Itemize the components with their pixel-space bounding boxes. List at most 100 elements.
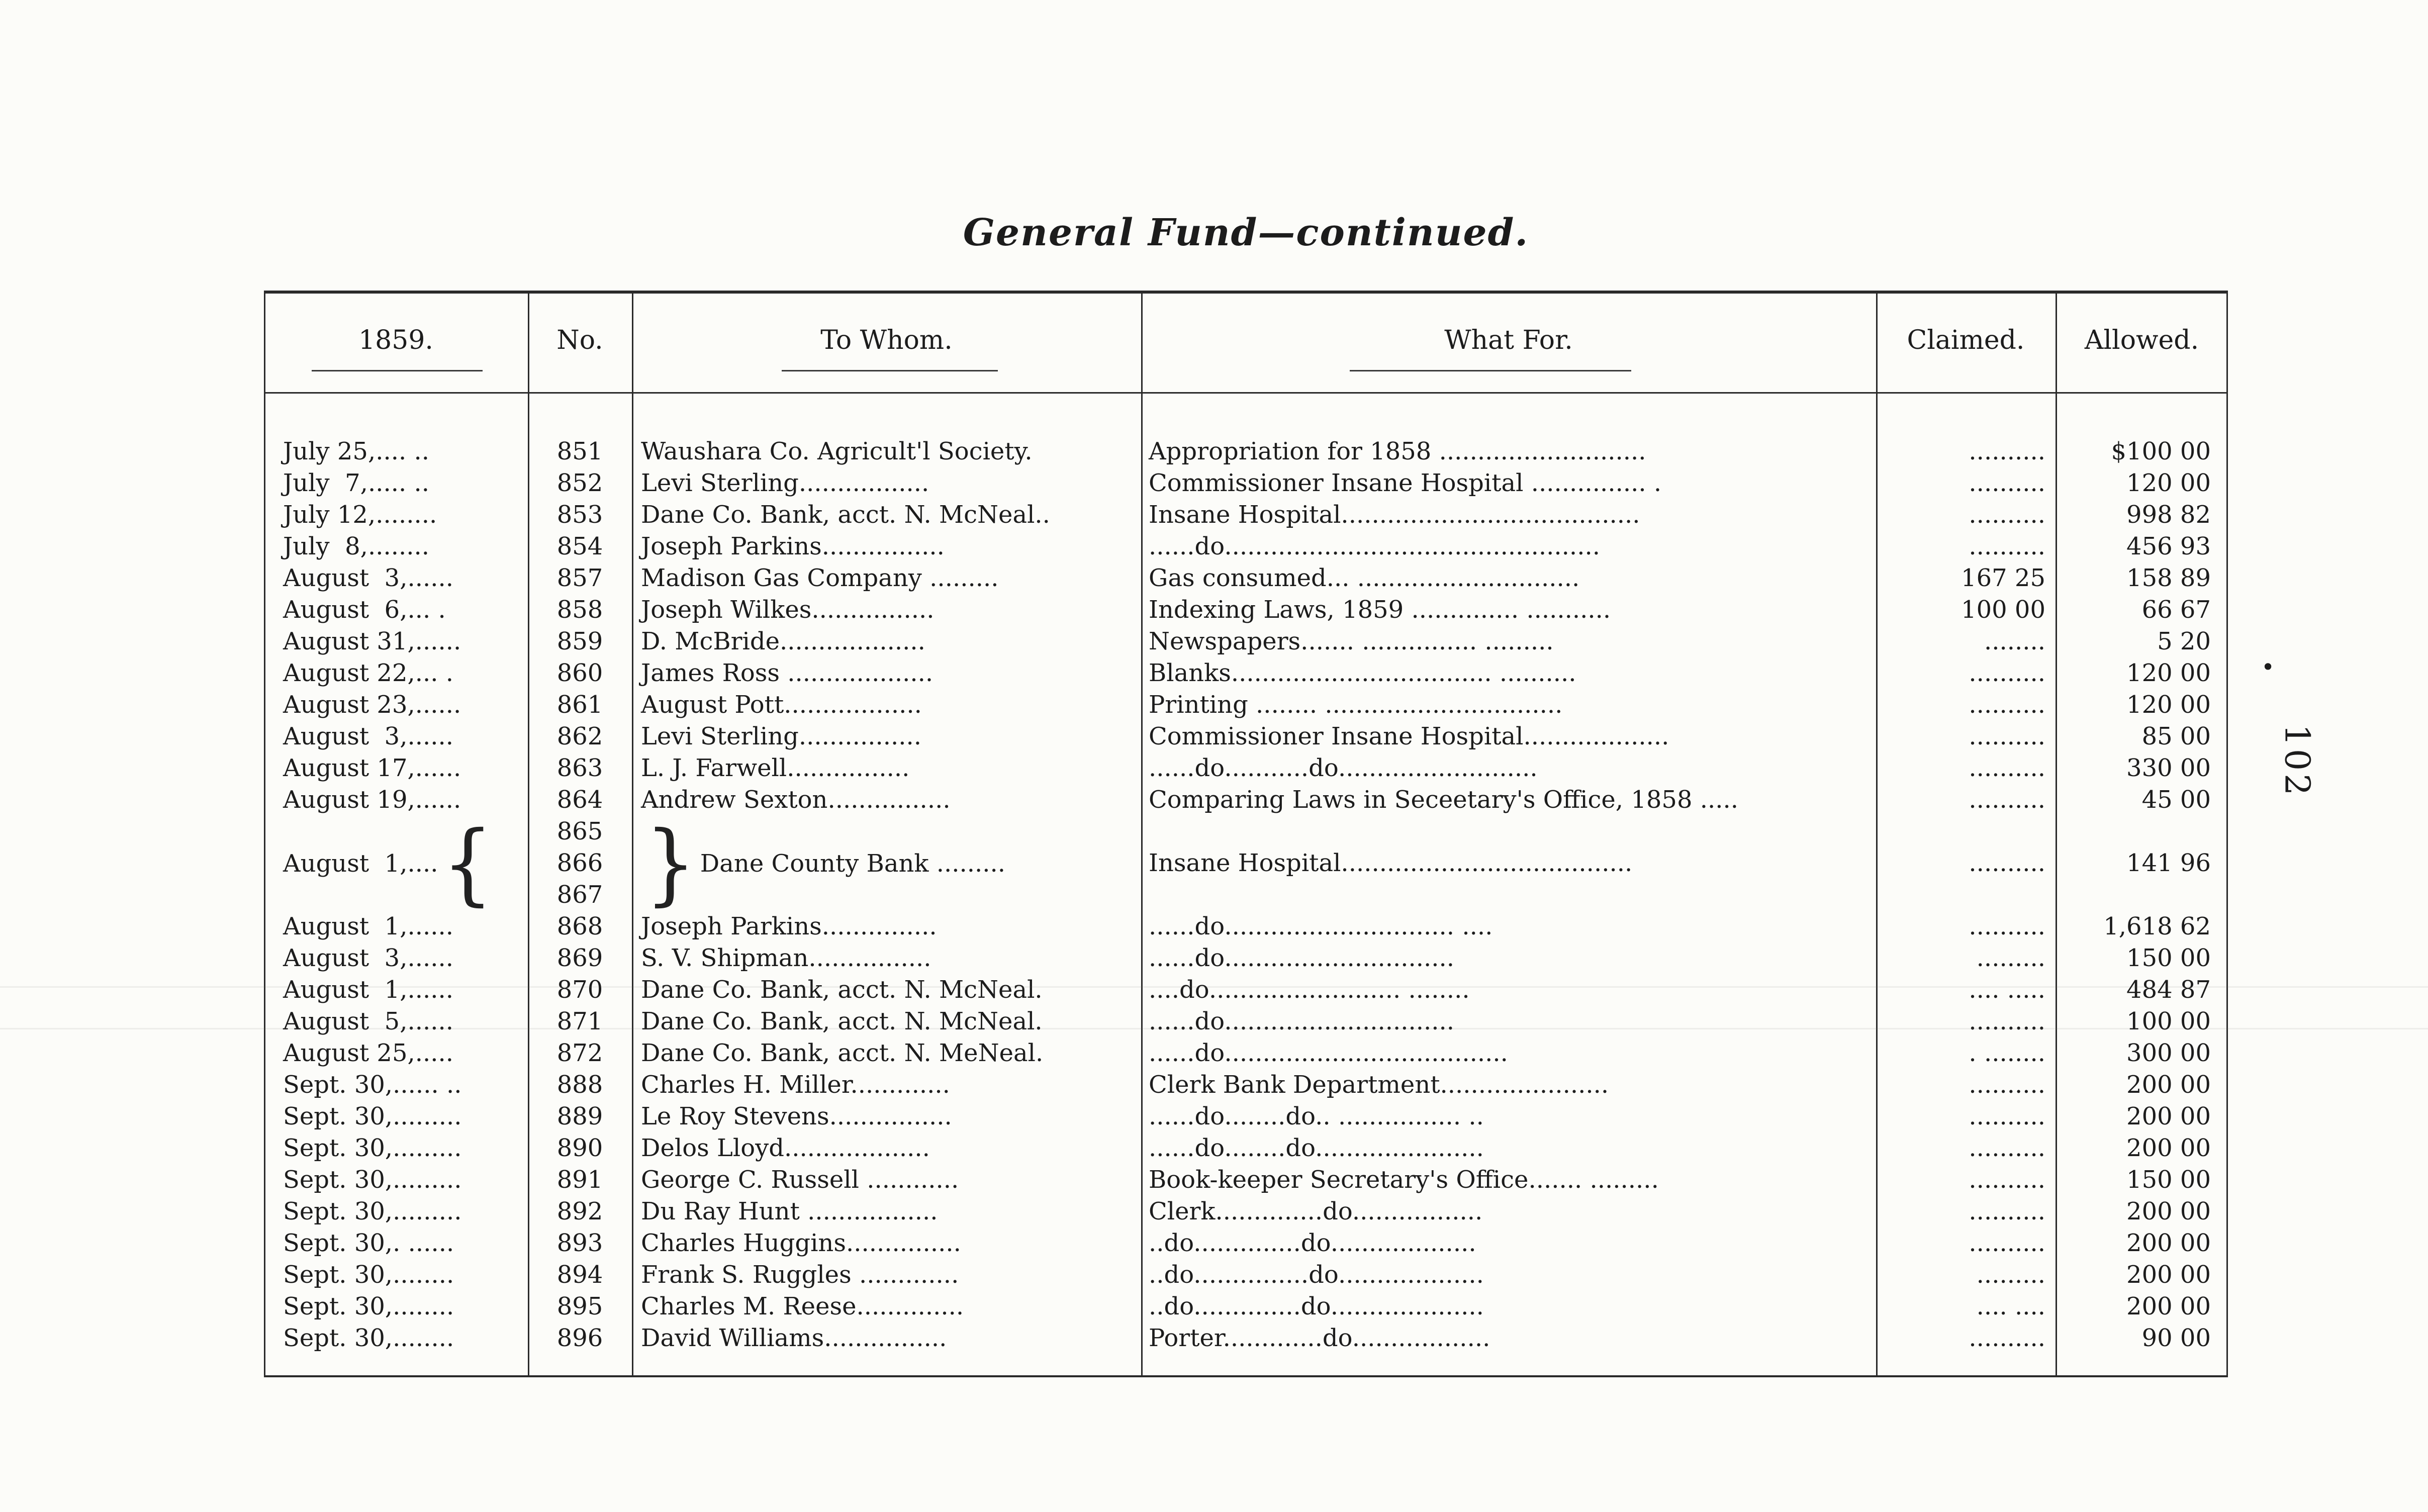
date-cell: August 1,...... [283, 912, 453, 940]
to-whom-cell: Dane Co. Bank, acct. N. MeNeal. [641, 1039, 1044, 1067]
to-whom-cell: S. V. Shipman................ [641, 944, 931, 972]
date-cell: Sept. 30,......... [283, 1134, 462, 1162]
what-for-cell: Blanks..................................… [1149, 659, 1576, 687]
col-header-what-for: What For. [1444, 325, 1573, 355]
allowed-cell: 120 00 [2126, 469, 2211, 497]
date-cell: August 5,...... [283, 1007, 453, 1035]
allowed-cell: 330 00 [2126, 754, 2211, 782]
claimed-cell: .......... [1969, 1324, 2045, 1352]
what-for-header-underline [1350, 370, 1631, 371]
to-whom-cell: Andrew Sexton................ [641, 786, 951, 814]
no-cell: 858 [556, 596, 603, 624]
allowed-cell: 5 20 [2157, 627, 2211, 655]
ledger-row: Sept. 30,......... 890 Delos Lloyd........… [264, 1132, 2228, 1164]
divider-claimed-allowed [2056, 294, 2057, 1375]
what-for-cell: ......do........do...................... [1149, 1134, 1484, 1162]
claimed-cell: .......... [1969, 501, 2045, 529]
what-for-cell: Gas consumed... ........................… [1149, 564, 1580, 592]
no-cell: 869 [556, 944, 603, 972]
payee-text: Dane County Bank ......... [700, 849, 1006, 878]
no-cell: 896 [556, 1324, 603, 1352]
col-header-allowed: Allowed. [2084, 325, 2199, 355]
scan-streak [0, 986, 2428, 988]
allowed-cell: 998 82 [2126, 501, 2211, 529]
claimed-cell: .... .... [1976, 1292, 2045, 1320]
ledger-row: July 12,........ 853 Dane Co. Bank, acct. … [264, 499, 2228, 531]
date-cell: Sept. 30,. ...... [283, 1229, 454, 1257]
ledger-row: August 3,...... 869 S. V. Shipman.........… [264, 942, 2228, 974]
date-cell: Sept. 30,...... .. [283, 1071, 462, 1099]
no-cell: 871 [556, 1007, 603, 1035]
ledger-row: Sept. 30,. ...... 893 Charles Huggins.....… [264, 1227, 2228, 1259]
to-whom-cell: Du Ray Hunt ................. [641, 1197, 938, 1225]
date-cell: July 25,.... .. [283, 437, 430, 465]
ledger-row: August 17,...... 863 L. J. Farwell........… [264, 752, 2228, 784]
to-whom-header-underline [782, 370, 998, 371]
to-whom-cell: Dane Co. Bank, acct. N. McNeal.. [641, 501, 1050, 529]
divider-date-no [528, 294, 529, 1375]
claimed-cell: .......... [1969, 691, 2045, 719]
no-cell: 890 [556, 1134, 603, 1162]
no-cell: 857 [556, 564, 603, 592]
allowed-cell: 456 93 [2126, 532, 2211, 560]
no-cell: 889 [556, 1102, 603, 1130]
no-cell: 851 [556, 437, 603, 465]
claimed-cell: .......... [1969, 754, 2045, 782]
what-for-cell: ....do......................... ........ [1149, 976, 1470, 1004]
date-cell: Sept. 30,......... [283, 1197, 462, 1225]
ledger-row: July 8,........ 854 Joseph Parkins........… [264, 531, 2228, 562]
claimed-cell: .......... [1969, 722, 2045, 750]
to-whom-cell: Charles M. Reese.............. [641, 1292, 964, 1320]
date-text: August 1,.... [283, 849, 438, 878]
col-header-claimed: Claimed. [1907, 325, 2025, 355]
what-for-cell: Insane Hospital.........................… [1149, 849, 1633, 877]
what-for-cell: Printing ........ ......................… [1149, 691, 1563, 719]
warrant-number: 867 [556, 881, 603, 909]
claimed-cell: ......... [1976, 1261, 2045, 1289]
claimed-cell: 100 00 [1961, 596, 2045, 624]
claimed-cell: .......... [1969, 659, 2045, 687]
what-for-cell: ......do................................… [1149, 1039, 1508, 1067]
to-whom-cell: Frank S. Ruggles ............. [641, 1261, 959, 1289]
claimed-cell: .......... [1969, 1007, 2045, 1035]
what-for-cell: Indexing Laws, 1859 .............. .....… [1149, 596, 1611, 624]
claimed-cell: .... ..... [1969, 976, 2045, 1004]
what-for-cell: Clerk Bank Department...................… [1149, 1071, 1609, 1099]
left-brace: { [442, 811, 494, 915]
allowed-cell: 85 00 [2141, 722, 2211, 750]
to-whom-cell: Charles Huggins............... [641, 1229, 961, 1257]
claimed-cell: .......... [1969, 1102, 2045, 1130]
no-cell: 888 [556, 1071, 603, 1099]
claimed-cell: .......... [1969, 532, 2045, 560]
to-whom-cell: Madison Gas Company ......... [641, 564, 999, 592]
table-header: 1859. No. To Whom. What For. Claimed. Al… [264, 294, 2228, 392]
to-whom-cell: Le Roy Stevens................ [641, 1102, 952, 1130]
no-cell: 859 [556, 627, 603, 655]
page-title: General Fund—continued. [963, 211, 1529, 254]
ledger-row: August 1,...... 870 Dane Co. Bank, acct. N… [264, 974, 2228, 1006]
date-cell: August 22,... . [283, 659, 454, 687]
to-whom-cell: James Ross ................... [641, 659, 933, 687]
col-header-to-whom: To Whom. [820, 325, 953, 355]
no-cell: 895 [556, 1292, 603, 1320]
to-whom-cell: L. J. Farwell................ [641, 754, 910, 782]
claimed-cell: .......... [1969, 1134, 2045, 1162]
ledger-row: Sept. 30,...... .. 888 Charles H. Miller..… [264, 1069, 2228, 1101]
no-cell: 864 [556, 786, 603, 814]
what-for-cell: Appropriation for 1858 .................… [1149, 437, 1646, 465]
warrant-number: 865 [556, 817, 603, 845]
what-for-cell: ..do..............do.................... [1149, 1292, 1484, 1320]
allowed-cell: 200 00 [2126, 1134, 2211, 1162]
allowed-cell: 200 00 [2126, 1261, 2211, 1289]
claimed-cell: .......... [1969, 786, 2045, 814]
no-cell: 852 [556, 469, 603, 497]
ledger-row: August 5,...... 871 Dane Co. Bank, acct. N… [264, 1006, 2228, 1037]
what-for-cell: Porter.............do.................. [1149, 1324, 1490, 1352]
allowed-cell: 45 00 [2141, 786, 2211, 814]
ledger-row: Sept. 30,......... 889 Le Roy Stevens.....… [264, 1101, 2228, 1132]
claimed-cell: .......... [1969, 1229, 2045, 1257]
margin-dot: • [2261, 653, 2275, 681]
ledger-row: August 1,...... 868 Joseph Parkins........… [264, 911, 2228, 942]
date-cell: Sept. 30,........ [283, 1292, 454, 1320]
allowed-cell: 150 00 [2126, 1166, 2211, 1194]
